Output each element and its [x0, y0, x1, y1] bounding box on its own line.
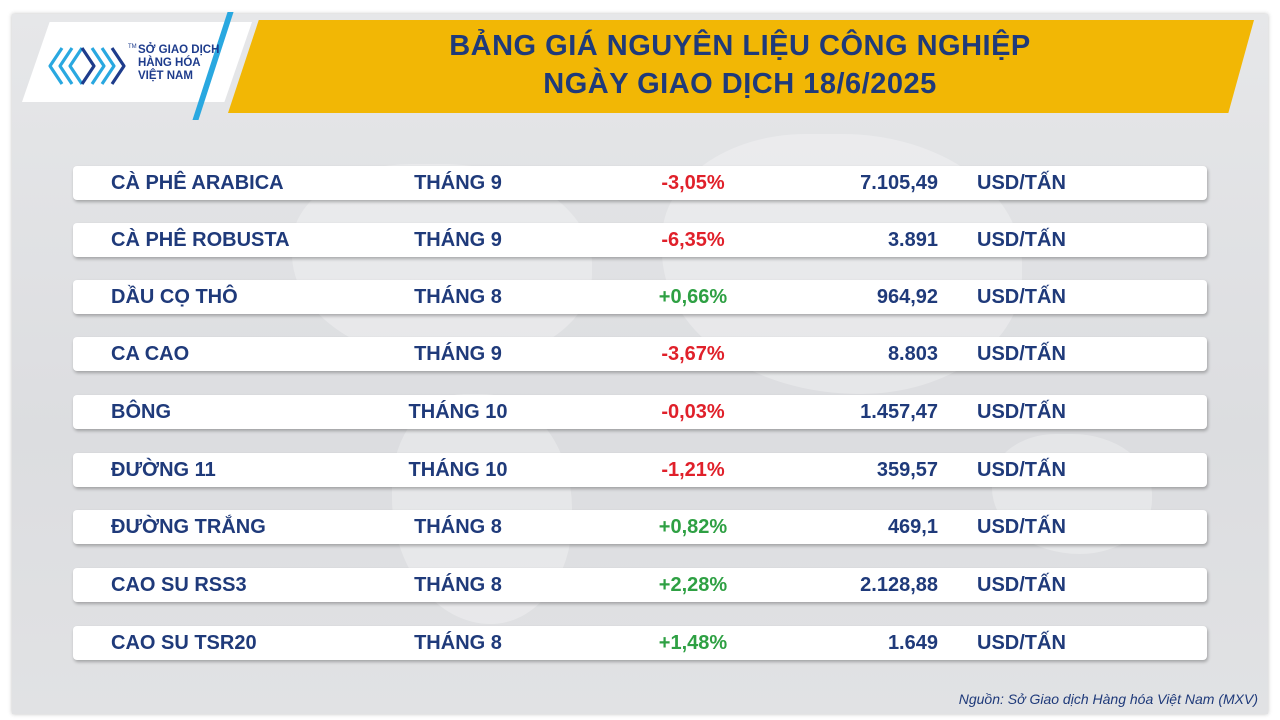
commodity-name: CAO SU TSR20	[111, 632, 257, 654]
contract-month: THÁNG 9	[414, 229, 502, 251]
price-value: 359,57	[876, 459, 938, 481]
logo-trademark: TM	[128, 44, 137, 50]
price-value: 2.128,88	[860, 574, 938, 596]
contract-month: THÁNG 9	[414, 343, 502, 365]
commodity-name: DẦU CỌ THÔ	[111, 286, 238, 308]
contract-month: THÁNG 8	[414, 632, 502, 654]
price-unit: USD/TẤN	[977, 574, 1066, 596]
price-unit: USD/TẤN	[977, 229, 1066, 251]
price-unit: USD/TẤN	[977, 401, 1066, 423]
commodity-name: CÀ PHÊ ROBUSTA	[111, 229, 290, 251]
price-unit: USD/TẤN	[977, 632, 1066, 654]
page-subtitle: NGÀY GIAO DỊCH 18/6/2025	[543, 68, 937, 100]
commodity-name: ĐƯỜNG 11	[111, 459, 216, 481]
table-row: CAO SU TSR20 THÁNG 8 +1,48% 1.649 USD/TẤ…	[73, 626, 1207, 660]
contract-month: THÁNG 10	[408, 401, 508, 423]
table-row: ĐƯỜNG 11 THÁNG 10 -1,21% 359,57 USD/TẤN	[73, 453, 1207, 487]
table-row: CÀ PHÊ ROBUSTA THÁNG 9 -6,35% 3.891 USD/…	[73, 223, 1207, 257]
price-change: -6,35%	[661, 229, 725, 251]
price-change: +2,28%	[658, 574, 728, 596]
commodity-name: ĐƯỜNG TRẮNG	[111, 516, 266, 538]
commodity-name: CA CAO	[111, 343, 190, 365]
contract-month: THÁNG 10	[408, 459, 508, 481]
price-unit: USD/TẤN	[977, 172, 1066, 194]
commodity-name: CAO SU RSS3	[111, 574, 247, 596]
table-row: CÀ PHÊ ARABICA THÁNG 9 -3,05% 7.105,49 U…	[73, 166, 1207, 200]
price-unit: USD/TẤN	[977, 286, 1066, 308]
logo-line-3: VIỆT NAM	[138, 70, 193, 82]
price-value: 3.891	[887, 229, 938, 251]
table-row: DẦU CỌ THÔ THÁNG 8 +0,66% 964,92 USD/TẤN	[73, 280, 1207, 314]
title-banner	[228, 20, 1254, 113]
price-value: 469,1	[887, 516, 938, 538]
logo-text: SỞ GIAO DỊCH HÀNG HÓA VIỆT NAM	[138, 44, 238, 83]
price-change: -3,67%	[661, 343, 725, 365]
price-value: 964,92	[876, 286, 938, 308]
price-change: +0,82%	[658, 516, 728, 538]
price-change: -0,03%	[661, 401, 725, 423]
table-row: CAO SU RSS3 THÁNG 8 +2,28% 2.128,88 USD/…	[73, 568, 1207, 602]
mxv-logo-icon	[48, 47, 126, 85]
page-title: BẢNG GIÁ NGUYÊN LIỆU CÔNG NGHIỆP	[449, 30, 1031, 62]
price-value: 8.803	[887, 343, 938, 365]
table-row: CA CAO THÁNG 9 -3,67% 8.803 USD/TẤN	[73, 337, 1207, 371]
price-change: -3,05%	[661, 172, 725, 194]
price-unit: USD/TẤN	[977, 516, 1066, 538]
logo-line-1: SỞ GIAO DỊCH	[138, 44, 220, 56]
price-value: 1.457,47	[860, 401, 938, 423]
contract-month: THÁNG 8	[414, 574, 502, 596]
price-unit: USD/TẤN	[977, 459, 1066, 481]
price-value: 7.105,49	[860, 172, 938, 194]
source-note: Nguồn: Sở Giao dịch Hàng hóa Việt Nam (M…	[958, 691, 1258, 707]
price-change: +0,66%	[658, 286, 728, 308]
price-change: -1,21%	[661, 459, 725, 481]
contract-month: THÁNG 8	[414, 286, 502, 308]
commodity-name: BÔNG	[111, 401, 171, 423]
contract-month: THÁNG 8	[414, 516, 502, 538]
commodity-name: CÀ PHÊ ARABICA	[111, 172, 284, 194]
contract-month: THÁNG 9	[414, 172, 502, 194]
price-change: +1,48%	[658, 632, 728, 654]
table-row: BÔNG THÁNG 10 -0,03% 1.457,47 USD/TẤN	[73, 395, 1207, 429]
price-unit: USD/TẤN	[977, 343, 1066, 365]
price-value: 1.649	[887, 632, 938, 654]
logo-line-2: HÀNG HÓA	[138, 57, 201, 69]
table-row: ĐƯỜNG TRẮNG THÁNG 8 +0,82% 469,1 USD/TẤN	[73, 510, 1207, 544]
